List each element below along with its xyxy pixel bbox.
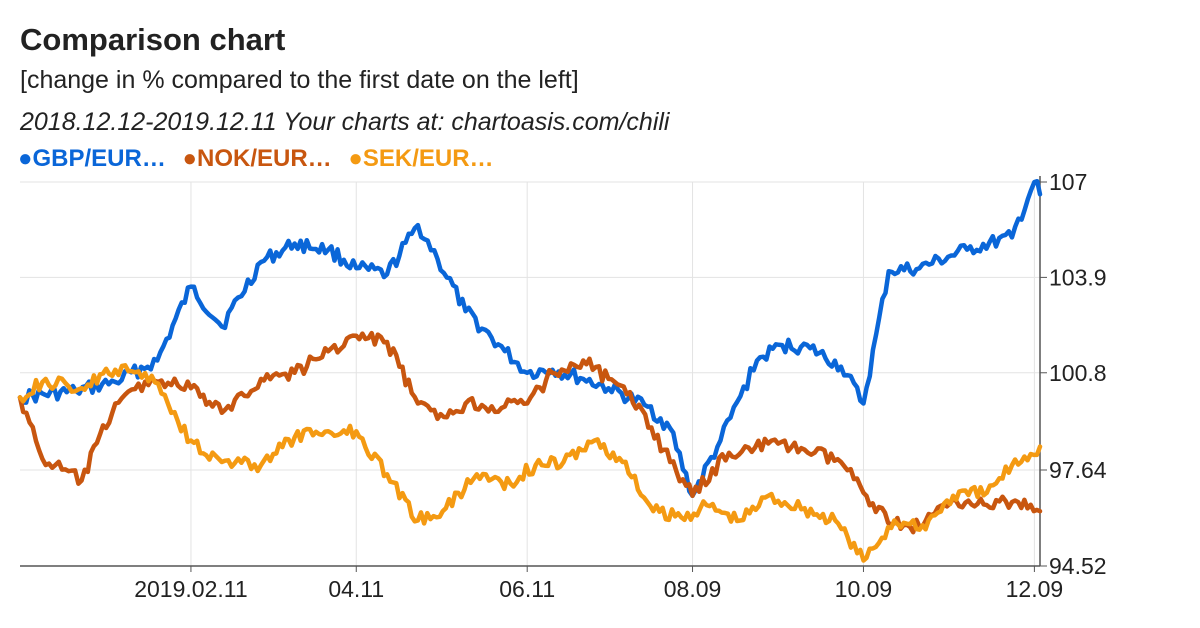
x-tick-label: 04.11 xyxy=(328,576,384,602)
chart-title: Comparison chart xyxy=(20,22,286,57)
y-tick-label: 107 xyxy=(1049,169,1087,195)
x-tick-label: 12.09 xyxy=(1006,576,1064,602)
legend: ●GBP/EUR… ●NOK/EUR… ●SEK/EUR… xyxy=(18,145,504,173)
y-tick-label: 97.64 xyxy=(1049,457,1107,483)
legend-item-gbp[interactable]: ●GBP/EUR… xyxy=(18,145,166,172)
x-tick-label: 10.09 xyxy=(835,576,893,602)
chart-period: 2018.12.12-2019.12.11 Your charts at: ch… xyxy=(20,108,670,136)
chart-subtitle: [change in % compared to the first date … xyxy=(20,66,579,94)
legend-item-nok[interactable]: ●NOK/EUR… xyxy=(182,145,332,172)
series-line-nok xyxy=(17,330,1043,535)
legend-item-sek[interactable]: ●SEK/EUR… xyxy=(348,145,494,172)
y-tick-label: 100.8 xyxy=(1049,360,1107,386)
series-line-gbp xyxy=(17,178,1043,499)
series-line-sek xyxy=(17,363,1043,563)
x-tick-label: 06.11 xyxy=(499,576,555,602)
y-tick-label: 94.52 xyxy=(1049,553,1107,579)
x-tick-label: 2019.02.11 xyxy=(134,576,247,602)
y-tick-label: 103.9 xyxy=(1049,264,1107,290)
x-tick-label: 08.09 xyxy=(664,576,722,602)
